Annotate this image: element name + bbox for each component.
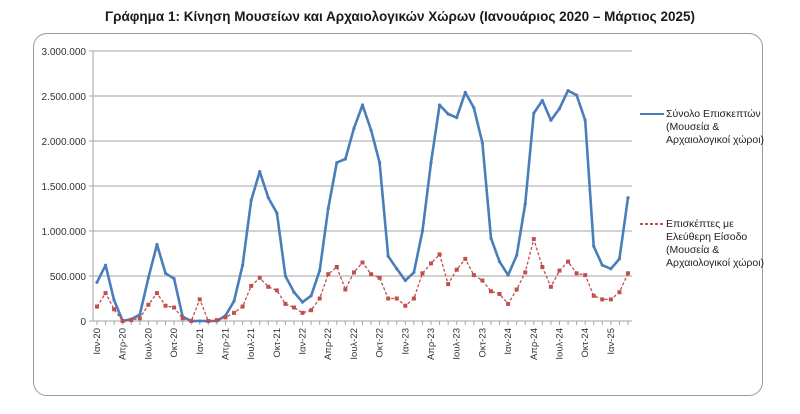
legend-label-total: Σύνολο Επισκεπτών (Μουσεία & Αρχαιολογικ…	[666, 108, 765, 146]
svg-text:Οκτ-23: Οκτ-23	[477, 328, 488, 358]
svg-text:Ιουλ-24: Ιουλ-24	[554, 328, 565, 360]
svg-text:3.000.000: 3.000.000	[42, 47, 87, 58]
legend-swatch-dashed-line	[640, 223, 664, 225]
svg-text:2.000.000: 2.000.000	[42, 137, 87, 148]
svg-text:2.500.000: 2.500.000	[42, 92, 87, 103]
svg-text:Ιαν-23: Ιαν-23	[400, 328, 411, 355]
svg-text:Ιουλ-22: Ιουλ-22	[349, 328, 360, 360]
svg-text:Οκτ-24: Οκτ-24	[580, 328, 591, 358]
svg-text:Ιουλ-20: Ιουλ-20	[143, 328, 154, 360]
svg-text:1.000.000: 1.000.000	[42, 227, 87, 238]
svg-text:0: 0	[80, 317, 86, 328]
svg-text:Ιαν-20: Ιαν-20	[92, 328, 103, 355]
svg-text:Ιαν-24: Ιαν-24	[503, 328, 514, 355]
svg-text:Οκτ-20: Οκτ-20	[169, 328, 180, 358]
svg-text:Ιαν-21: Ιαν-21	[195, 328, 206, 355]
svg-text:1.500.000: 1.500.000	[42, 182, 87, 193]
svg-text:Απρ-23: Απρ-23	[426, 328, 437, 360]
legend-swatch-solid-line	[640, 113, 664, 115]
svg-text:Οκτ-21: Οκτ-21	[272, 328, 283, 358]
svg-text:Απρ-22: Απρ-22	[323, 328, 334, 360]
chart-title: Γράφημα 1: Κίνηση Μουσείων και Αρχαιολογ…	[105, 9, 695, 24]
svg-text:Απρ-24: Απρ-24	[529, 328, 540, 360]
svg-text:Οκτ-22: Οκτ-22	[375, 328, 386, 358]
svg-text:Απρ-20: Απρ-20	[118, 328, 129, 360]
svg-text:Απρ-21: Απρ-21	[220, 328, 231, 360]
svg-text:500.000: 500.000	[50, 272, 87, 283]
svg-text:Ιαν-22: Ιαν-22	[298, 328, 309, 355]
chart-frame	[33, 33, 763, 396]
svg-text:Ιουλ-23: Ιουλ-23	[452, 328, 463, 360]
svg-text:Ιαν-25: Ιαν-25	[606, 328, 617, 355]
legend-label-free-entry: Επισκέπτες με Ελεύθερη Είσοδο (Μουσεία &…	[666, 218, 765, 269]
svg-text:Ιουλ-21: Ιουλ-21	[246, 328, 257, 360]
